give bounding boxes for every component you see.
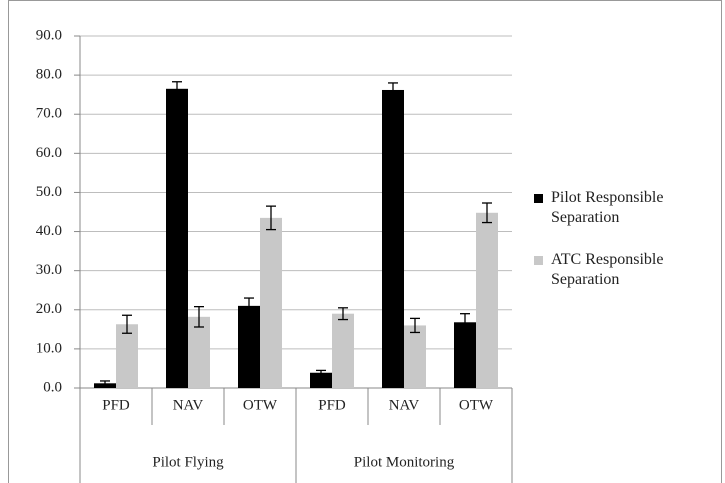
frame [8,0,722,483]
bar [260,217,282,388]
bar [238,305,260,388]
y-tick-label: 0.0 [43,379,62,395]
error-bar [482,202,492,224]
x-tick-label: OTW [459,397,494,413]
error-bar [172,81,182,97]
bar [188,316,210,388]
x-tick-label: OTW [243,397,278,413]
y-tick-label: 20.0 [36,301,62,317]
x-tick-label: PFD [318,397,346,413]
legend-label: ATC Responsible Separation [551,251,664,288]
bar [454,322,476,388]
error-bar [388,82,398,98]
error-bar [122,314,132,334]
group-label: Pilot Flying [152,454,224,470]
error-bar [460,313,470,332]
bar [166,88,188,389]
error-bar [338,307,348,321]
y-tick-label: 30.0 [36,262,62,278]
error-bar [100,380,110,387]
y-tick-label: 80.0 [36,67,62,83]
legend-swatch [534,194,543,203]
legend-label: Pilot Responsible Separation [551,189,664,226]
y-tick-label: 90.0 [36,27,62,43]
bar [404,325,426,388]
x-tick-label: PFD [102,397,130,413]
legend-item: Pilot Responsible Separation [534,188,719,228]
y-tick-label: 40.0 [36,223,62,239]
y-tick-label: 10.0 [36,340,62,356]
x-tick-label: NAV [389,397,420,413]
legend-item: ATC Responsible Separation [534,250,719,290]
y-tick-label: 70.0 [36,106,62,122]
group-label: Pilot Monitoring [354,454,455,470]
bar [116,324,138,388]
error-bar [266,205,276,231]
y-tick-label: 60.0 [36,145,62,161]
x-tick-label: NAV [173,397,204,413]
bar [476,212,498,388]
error-bar [316,369,326,376]
error-bar [410,317,420,334]
error-bar [194,305,204,328]
bar [310,372,332,388]
legend-swatch [534,256,543,265]
bar [382,89,404,389]
error-bar [244,297,254,315]
bar [332,313,354,388]
y-tick-label: 50.0 [36,184,62,200]
